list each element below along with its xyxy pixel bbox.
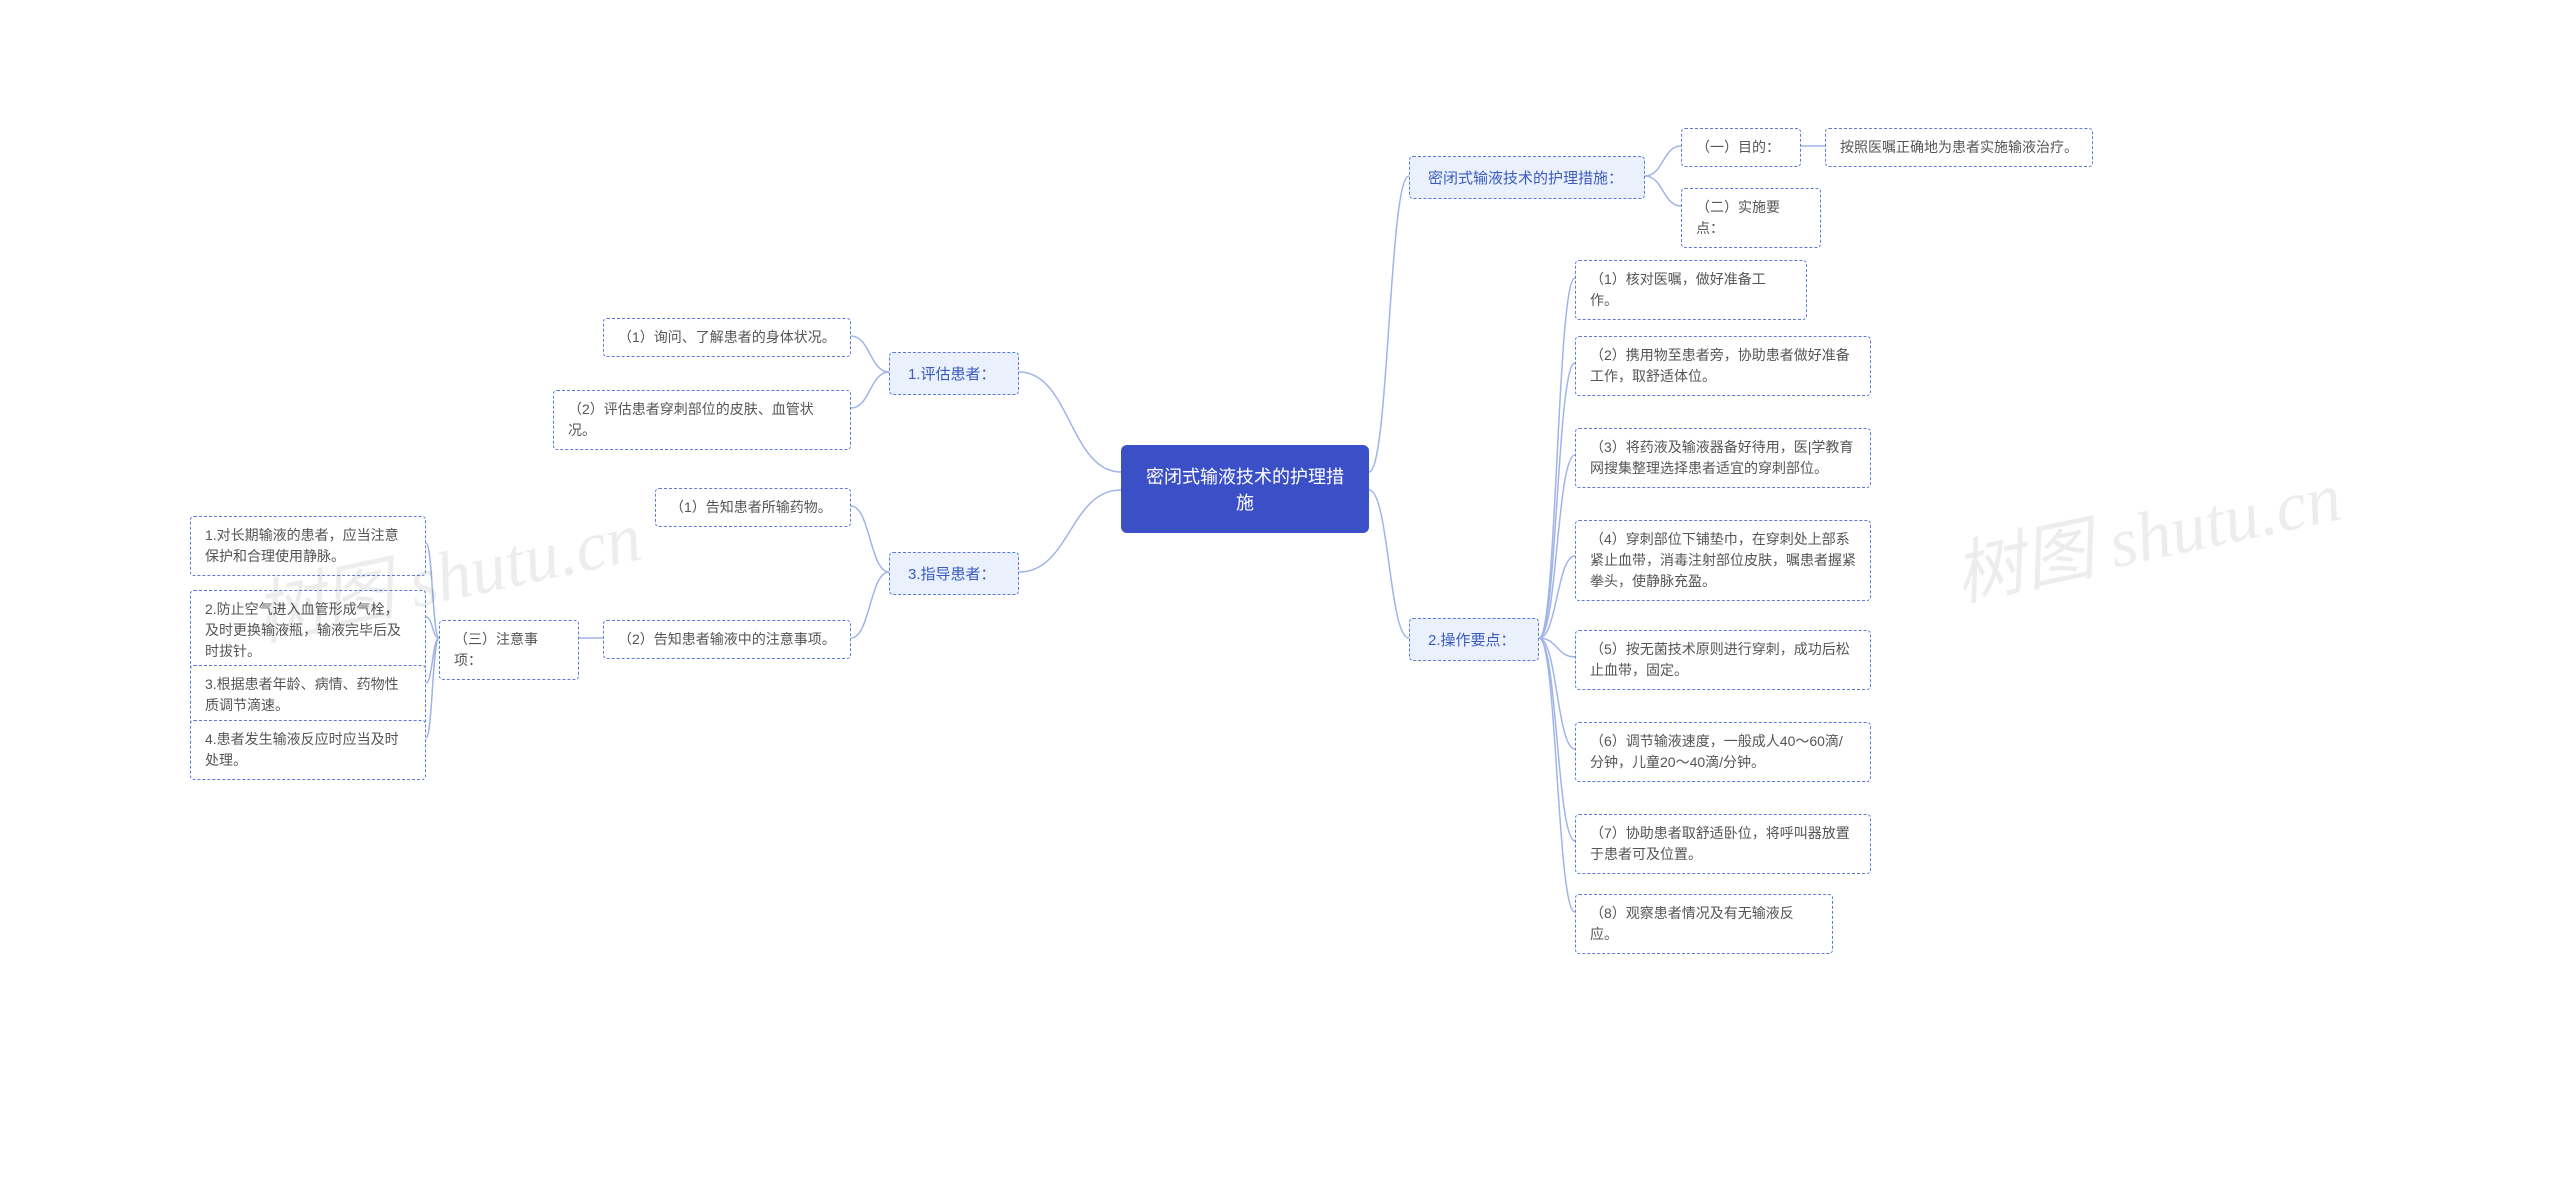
- right-node-label: 按照医嘱正确地为患者实施输液治疗。: [1840, 137, 2078, 158]
- root-node: 密闭式输液技术的护理措施: [1121, 445, 1369, 533]
- connector: [851, 506, 889, 572]
- left-node-label: 4.患者发生输液反应时应当及时处理。: [205, 729, 411, 771]
- left-node: 1.对长期输液的患者，应当注意保护和合理使用静脉。: [190, 516, 426, 576]
- left-node: （三）注意事项：: [439, 620, 579, 680]
- right-node: （2）携用物至患者旁，协助患者做好准备工作，取舒适体位。: [1575, 336, 1871, 396]
- connector: [851, 372, 889, 408]
- left-node: （1）告知患者所输药物。: [655, 488, 851, 527]
- right-node-label: （一）目的：: [1696, 137, 1780, 158]
- connector: [1369, 490, 1409, 638]
- left-node-label: （2）评估患者穿刺部位的皮肤、血管状况。: [568, 399, 836, 441]
- connector: [1539, 638, 1575, 841]
- left-node-label: （1）告知患者所输药物。: [670, 497, 832, 518]
- connector: [1539, 556, 1575, 638]
- right-node: （一）目的：: [1681, 128, 1801, 167]
- right-node: （1）核对医嘱，做好准备工作。: [1575, 260, 1807, 320]
- right-node: （7）协助患者取舒适卧位，将呼叫器放置于患者可及位置。: [1575, 814, 1871, 874]
- connector: [1539, 638, 1575, 749]
- left-node: 4.患者发生输液反应时应当及时处理。: [190, 720, 426, 780]
- right-node-label: （6）调节输液速度，一般成人40～60滴/分钟，儿童20～40滴/分钟。: [1590, 731, 1856, 773]
- right-node-label: （2）携用物至患者旁，协助患者做好准备工作，取舒适体位。: [1590, 345, 1856, 387]
- left-node-label: （2）告知患者输液中的注意事项。: [618, 629, 836, 650]
- right-node-label: （5）按无菌技术原则进行穿刺，成功后松止血带，固定。: [1590, 639, 1856, 681]
- connector: [851, 336, 889, 372]
- right-node: （3）将药液及输液器备好待用，医|学教育网搜集整理选择患者适宜的穿刺部位。: [1575, 428, 1871, 488]
- left-l1-1-label: 3.指导患者：: [908, 563, 996, 584]
- left-node: 3.根据患者年龄、病情、药物性质调节滴速。: [190, 665, 426, 725]
- right-node-label: （7）协助患者取舒适卧位，将呼叫器放置于患者可及位置。: [1590, 823, 1856, 865]
- connector: [1019, 372, 1121, 472]
- left-node: （2）告知患者输液中的注意事项。: [603, 620, 851, 659]
- right-l1-1: 2.操作要点：: [1409, 618, 1539, 661]
- left-l1-1: 3.指导患者：: [889, 552, 1019, 595]
- right-node-label: （二）实施要点：: [1696, 197, 1806, 239]
- left-node-label: （1）询问、了解患者的身体状况。: [618, 327, 836, 348]
- right-node-label: （8）观察患者情况及有无输液反应。: [1590, 903, 1818, 945]
- root-node-label: 密闭式输液技术的护理措施: [1145, 463, 1345, 515]
- right-node: 按照医嘱正确地为患者实施输液治疗。: [1825, 128, 2093, 167]
- left-node-label: 3.根据患者年龄、病情、药物性质调节滴速。: [205, 674, 411, 716]
- connector: [1369, 176, 1409, 472]
- left-node: （2）评估患者穿刺部位的皮肤、血管状况。: [553, 390, 851, 450]
- right-node-label: （4）穿刺部位下铺垫巾，在穿刺处上部系紧止血带，消毒注射部位皮肤，嘱患者握紧拳头…: [1590, 529, 1856, 592]
- right-node: （5）按无菌技术原则进行穿刺，成功后松止血带，固定。: [1575, 630, 1871, 690]
- watermark: 树图 shutu.cn: [1944, 440, 2349, 620]
- right-node: （4）穿刺部位下铺垫巾，在穿刺处上部系紧止血带，消毒注射部位皮肤，嘱患者握紧拳头…: [1575, 520, 1871, 601]
- connector: [426, 638, 439, 683]
- right-node-label: （1）核对医嘱，做好准备工作。: [1590, 269, 1792, 311]
- connector: [1645, 176, 1681, 206]
- left-node-label: （三）注意事项：: [454, 629, 564, 671]
- connector: [1539, 363, 1575, 638]
- connector: [426, 617, 439, 638]
- left-node-label: 2.防止空气进入血管形成气栓，及时更换输液瓶，输液完毕后及时拔针。: [205, 599, 411, 662]
- left-l1-0: 1.评估患者：: [889, 352, 1019, 395]
- right-l1-0-label: 密闭式输液技术的护理措施：: [1428, 167, 1623, 188]
- right-node: （6）调节输液速度，一般成人40～60滴/分钟，儿童20～40滴/分钟。: [1575, 722, 1871, 782]
- left-node-label: 1.对长期输液的患者，应当注意保护和合理使用静脉。: [205, 525, 411, 567]
- connector: [1539, 278, 1575, 638]
- right-node: （8）观察患者情况及有无输液反应。: [1575, 894, 1833, 954]
- connector: [426, 543, 439, 638]
- connector: [1645, 146, 1681, 176]
- left-node: 2.防止空气进入血管形成气栓，及时更换输液瓶，输液完毕后及时拔针。: [190, 590, 426, 671]
- right-l1-1-label: 2.操作要点：: [1428, 629, 1516, 650]
- connector: [1539, 638, 1575, 657]
- left-node: （1）询问、了解患者的身体状况。: [603, 318, 851, 357]
- connector: [851, 572, 889, 638]
- right-node: （二）实施要点：: [1681, 188, 1821, 248]
- right-node-label: （3）将药液及输液器备好待用，医|学教育网搜集整理选择患者适宜的穿刺部位。: [1590, 437, 1856, 479]
- left-l1-0-label: 1.评估患者：: [908, 363, 996, 384]
- connector: [1539, 638, 1575, 912]
- connector: [1539, 455, 1575, 638]
- connector: [426, 638, 439, 738]
- connector: [1019, 490, 1121, 572]
- right-l1-0: 密闭式输液技术的护理措施：: [1409, 156, 1645, 199]
